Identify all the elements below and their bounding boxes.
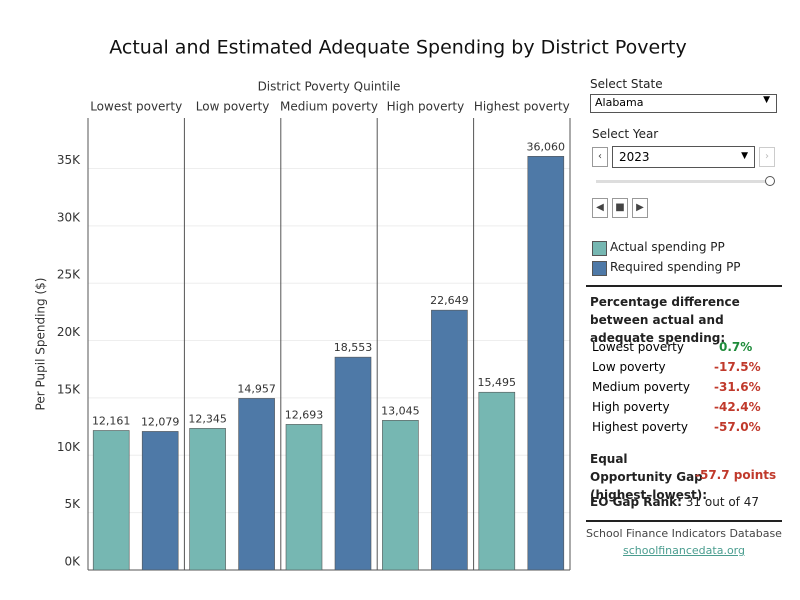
footer-source: School Finance Indicators Database bbox=[586, 527, 782, 540]
divider bbox=[586, 285, 782, 287]
y-tick-label: 0K bbox=[64, 555, 81, 569]
dropdown-arrow: ▼ bbox=[741, 151, 748, 161]
value-label: 13,045 bbox=[381, 404, 420, 417]
bar bbox=[92, 430, 130, 571]
summary-heading: Percentage difference between actual and… bbox=[590, 295, 740, 345]
rank: EO Gap Rank: 31 out of 47 bbox=[590, 495, 759, 509]
value-label: 12,693 bbox=[285, 408, 324, 421]
value-label: 12,345 bbox=[188, 412, 227, 425]
divider bbox=[586, 520, 782, 522]
gap-value: -57.7 points bbox=[695, 468, 777, 482]
value-label: 15,495 bbox=[478, 376, 517, 389]
summary-row-value: -57.0% bbox=[714, 420, 761, 434]
column-label: District Poverty Quintile bbox=[258, 80, 401, 94]
slider-handle[interactable] bbox=[765, 176, 775, 186]
column-header: Highest poverty bbox=[474, 100, 570, 114]
rank-value: 31 out of 47 bbox=[685, 495, 759, 509]
chart-title: Actual and Estimated Adequate Spending b… bbox=[109, 37, 687, 59]
state-dropdown[interactable]: Alabama ▼ bbox=[590, 94, 777, 113]
y-tick-label: 20K bbox=[57, 325, 81, 339]
summary-row-value: -17.5% bbox=[714, 360, 761, 374]
step-back[interactable]: ◀ bbox=[592, 198, 608, 218]
y-tick-label: 10K bbox=[57, 440, 81, 454]
legend-swatch bbox=[592, 261, 607, 276]
bar bbox=[238, 398, 275, 571]
legend-label: Actual spending PP bbox=[610, 240, 725, 254]
summary-row-value: -31.6% bbox=[714, 380, 761, 394]
column-header: Medium poverty bbox=[280, 100, 378, 114]
y-tick-label: 5K bbox=[64, 497, 81, 511]
footer-link[interactable]: schoolfinancedata.org bbox=[622, 544, 745, 557]
step-forward[interactable]: ▶ bbox=[632, 198, 648, 218]
gap-label: Equal Opportunity Gap (highest–lowest): bbox=[590, 452, 708, 502]
value-label: 18,553 bbox=[334, 341, 373, 354]
column-header: Low poverty bbox=[196, 100, 270, 114]
bar bbox=[189, 428, 226, 571]
column-header: Lowest poverty bbox=[90, 100, 182, 114]
stop[interactable]: ■ bbox=[612, 198, 628, 218]
next-year[interactable]: › bbox=[759, 147, 775, 167]
state-label: Select State bbox=[590, 77, 663, 91]
state-value: Alabama bbox=[595, 96, 644, 109]
summary-row-label: High poverty bbox=[592, 400, 670, 414]
y-tick-label: 30K bbox=[57, 210, 81, 224]
summary-row-label: Lowest poverty bbox=[592, 340, 684, 354]
rank-label: EO Gap Rank: bbox=[590, 495, 682, 509]
summary-row-label: Highest poverty bbox=[592, 420, 688, 434]
summary-row-label: Medium poverty bbox=[592, 380, 690, 394]
bar bbox=[431, 309, 468, 571]
value-label: 22,649 bbox=[430, 294, 469, 307]
bar bbox=[527, 156, 565, 571]
bar bbox=[285, 424, 323, 571]
dropdown-arrow: ▼ bbox=[763, 95, 770, 105]
bar bbox=[141, 431, 179, 571]
legend-swatch bbox=[592, 241, 607, 256]
value-label: 12,161 bbox=[92, 414, 131, 427]
value-label: 14,957 bbox=[237, 382, 276, 395]
prev-year[interactable]: ‹ bbox=[592, 147, 608, 167]
y-tick-label: 15K bbox=[57, 382, 81, 396]
bar bbox=[334, 356, 372, 571]
value-label: 36,060 bbox=[527, 140, 566, 153]
year-value: 2023 bbox=[619, 150, 650, 164]
bar bbox=[478, 391, 516, 571]
year-label: Select Year bbox=[592, 127, 659, 141]
column-header: High poverty bbox=[387, 100, 465, 114]
summary-row-value: 0.7% bbox=[719, 340, 753, 354]
y-tick-label: 35K bbox=[57, 153, 81, 167]
summary-row-label: Low poverty bbox=[592, 360, 666, 374]
bar bbox=[382, 420, 419, 571]
slider-track[interactable] bbox=[596, 180, 768, 183]
y-tick-label: 25K bbox=[57, 268, 81, 282]
value-label: 12,079 bbox=[141, 415, 180, 428]
year-dropdown[interactable]: 2023 ▼ bbox=[612, 146, 755, 168]
summary-row-value: -42.4% bbox=[714, 400, 761, 414]
legend-label: Required spending PP bbox=[610, 260, 741, 274]
y-axis-title: Per Pupil Spending ($) bbox=[34, 278, 48, 411]
